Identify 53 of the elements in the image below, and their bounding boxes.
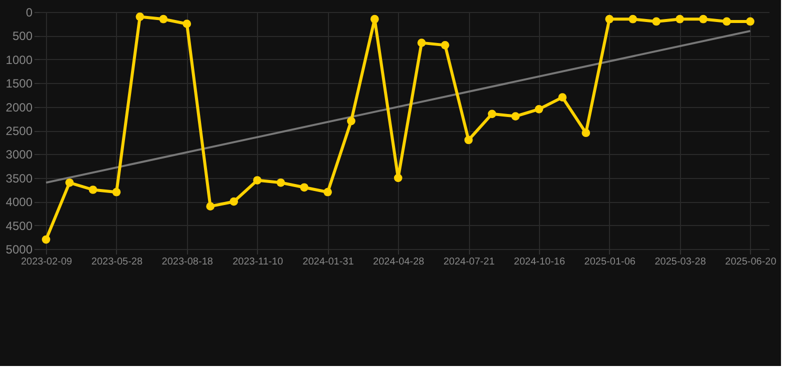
point bbox=[42, 235, 50, 244]
point bbox=[88, 186, 98, 194]
x-tick-label: 2023-08-18 bbox=[162, 256, 214, 268]
point bbox=[605, 14, 614, 24]
y-tick-label: 3500 bbox=[6, 171, 33, 186]
y-tick-label: 0 bbox=[26, 6, 33, 20]
point bbox=[65, 178, 74, 187]
x-tick-label: 2024-07-21 bbox=[443, 256, 496, 268]
y-tick-label: 2000 bbox=[6, 100, 33, 114]
x-tick-label: 2024-01-31 bbox=[302, 256, 354, 268]
y-tick-label: 500 bbox=[12, 29, 33, 44]
point bbox=[324, 188, 332, 196]
y-tick-label: 2500 bbox=[6, 124, 33, 138]
point bbox=[347, 116, 356, 126]
point bbox=[276, 178, 285, 187]
point bbox=[558, 93, 567, 102]
x-tick-label: 2024-04-28 bbox=[373, 256, 425, 268]
point bbox=[746, 17, 754, 26]
point bbox=[534, 104, 544, 114]
point bbox=[136, 12, 144, 21]
x-tick-label: 2025-06-20 bbox=[725, 256, 777, 268]
y-tick-label: 1500 bbox=[6, 76, 33, 91]
point bbox=[699, 14, 708, 24]
y-tick-label: 5000 bbox=[6, 242, 33, 256]
x-tick-label: 2024-10-16 bbox=[514, 256, 566, 268]
point bbox=[230, 197, 238, 206]
x-tick-label: 2023-02-09 bbox=[20, 256, 73, 268]
point bbox=[652, 17, 661, 26]
point bbox=[676, 14, 684, 24]
y-tick-label: 4000 bbox=[6, 195, 33, 210]
x-tick-label: 2025-03-28 bbox=[654, 256, 706, 268]
point bbox=[722, 17, 731, 26]
point bbox=[488, 110, 496, 118]
y-tick-label: 4500 bbox=[6, 218, 33, 233]
point bbox=[628, 14, 638, 24]
point bbox=[511, 112, 520, 120]
point bbox=[464, 136, 473, 144]
point bbox=[112, 188, 121, 196]
point bbox=[159, 14, 168, 24]
point bbox=[582, 128, 590, 138]
point bbox=[182, 20, 192, 28]
point bbox=[440, 41, 450, 50]
x-tick-label: 2023-11-10 bbox=[232, 256, 284, 268]
point bbox=[417, 38, 426, 47]
x-tick-label: 2025-01-06 bbox=[584, 256, 636, 268]
point bbox=[370, 14, 379, 24]
point bbox=[394, 174, 402, 182]
point bbox=[253, 176, 262, 184]
point bbox=[300, 183, 308, 192]
point bbox=[206, 202, 215, 211]
y-tick-label: 1000 bbox=[6, 52, 33, 67]
x-tick-label: 2023-05-28 bbox=[91, 256, 143, 268]
y-tick-label: 3000 bbox=[6, 148, 33, 162]
